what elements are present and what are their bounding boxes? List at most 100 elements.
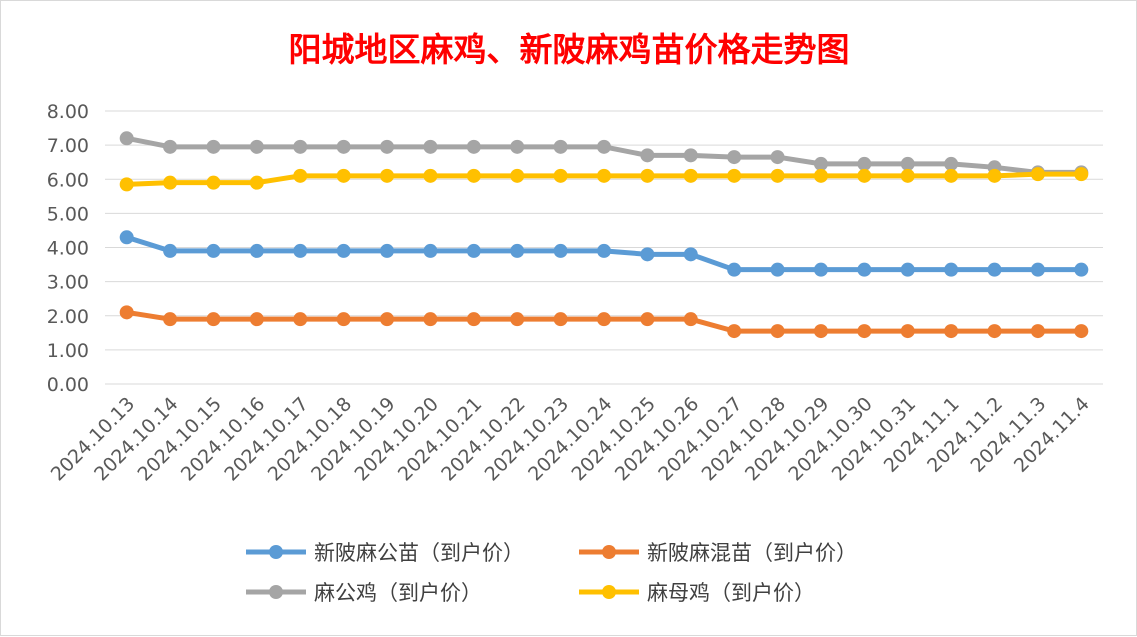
data-point <box>466 243 481 258</box>
legend-label: 麻公鸡（到户价） <box>314 581 482 605</box>
data-point <box>987 324 1002 339</box>
data-point <box>900 168 915 183</box>
data-point <box>553 168 568 183</box>
data-point <box>813 324 828 339</box>
data-point <box>510 312 525 327</box>
y-tick-label: 6.00 <box>47 169 89 191</box>
data-point <box>770 324 785 339</box>
y-tick-label: 7.00 <box>47 135 89 157</box>
data-point <box>1074 262 1089 277</box>
legend-swatch-marker <box>269 585 283 599</box>
data-point <box>944 324 959 339</box>
data-point <box>857 156 872 171</box>
legend-item: 麻母鸡（到户价） <box>579 581 815 605</box>
y-tick-label: 8.00 <box>47 101 89 123</box>
data-point <box>683 312 698 327</box>
legend-label: 新陂麻混苗（到户价） <box>647 541 857 565</box>
data-point <box>944 168 959 183</box>
data-point <box>553 243 568 258</box>
data-point <box>727 262 742 277</box>
data-point <box>900 262 915 277</box>
data-point <box>813 262 828 277</box>
data-point <box>119 131 134 146</box>
data-point <box>1030 324 1045 339</box>
data-point <box>119 305 134 320</box>
legend-item: 新陂麻混苗（到户价） <box>579 541 857 565</box>
legend: 新陂麻公苗（到户价） 新陂麻混苗（到户价） 麻公鸡（到户价） 麻母鸡（到户价） <box>246 541 857 605</box>
data-point <box>510 243 525 258</box>
data-point <box>119 177 134 192</box>
data-point <box>640 312 655 327</box>
data-point <box>380 243 395 258</box>
data-point <box>336 139 351 154</box>
data-point <box>597 243 611 258</box>
data-point <box>640 168 655 183</box>
data-point <box>206 175 221 190</box>
data-point <box>813 156 828 171</box>
legend-swatch-marker <box>269 545 283 559</box>
data-point <box>163 312 178 327</box>
legend-label: 麻母鸡（到户价） <box>647 581 815 605</box>
data-point <box>770 262 785 277</box>
data-point <box>727 168 742 183</box>
data-point <box>683 247 698 262</box>
data-point <box>119 230 134 245</box>
data-point <box>466 312 481 327</box>
data-point <box>900 324 915 339</box>
data-point <box>293 243 308 258</box>
series-1 <box>119 230 1089 277</box>
legend-item: 新陂麻公苗（到户价） <box>246 541 524 565</box>
data-point <box>249 312 264 327</box>
legend-swatch-marker <box>602 585 616 599</box>
data-point <box>857 262 872 277</box>
legend-label: 新陂麻公苗（到户价） <box>314 541 524 565</box>
data-point <box>553 139 568 154</box>
data-point <box>597 139 611 154</box>
data-point <box>944 156 959 171</box>
data-point <box>770 168 785 183</box>
data-point <box>640 148 655 163</box>
data-point <box>466 168 481 183</box>
chart-title: 阳城地区麻鸡、新陂麻鸡苗价格走势图 <box>289 30 850 69</box>
y-tick-label: 5.00 <box>47 203 89 225</box>
data-point <box>1074 167 1089 182</box>
data-point <box>900 156 915 171</box>
data-point <box>813 168 828 183</box>
data-point <box>770 150 785 165</box>
data-point <box>1030 167 1045 182</box>
series-4 <box>119 167 1089 192</box>
y-tick-label: 2.00 <box>47 306 89 328</box>
data-point <box>640 247 655 262</box>
y-axis-tick-labels: 0.00 1.00 2.00 3.00 4.00 5.00 6.00 7.00 8.00 <box>47 101 89 396</box>
data-point <box>1074 324 1089 339</box>
data-point <box>597 168 611 183</box>
data-point <box>423 243 438 258</box>
data-point <box>597 312 611 327</box>
data-point <box>683 168 698 183</box>
data-point <box>336 312 351 327</box>
data-point <box>163 139 178 154</box>
data-point <box>163 175 178 190</box>
data-point <box>206 139 221 154</box>
data-point <box>727 150 742 165</box>
data-point <box>249 243 264 258</box>
data-point <box>553 312 568 327</box>
y-tick-label: 0.00 <box>47 374 89 396</box>
legend-swatch-marker <box>602 545 616 559</box>
data-point <box>380 168 395 183</box>
y-tick-label: 1.00 <box>47 340 89 362</box>
data-point <box>1030 262 1045 277</box>
data-point <box>466 139 481 154</box>
data-point <box>206 243 221 258</box>
data-point <box>380 312 395 327</box>
series-lines <box>119 131 1089 339</box>
x-axis-tick-labels: 2024.10.132024.10.142024.10.152024.10.16… <box>47 393 1094 485</box>
data-point <box>510 168 525 183</box>
data-point <box>293 139 308 154</box>
data-point <box>423 139 438 154</box>
data-point <box>857 324 872 339</box>
data-point <box>163 243 178 258</box>
y-tick-label: 3.00 <box>47 272 89 294</box>
